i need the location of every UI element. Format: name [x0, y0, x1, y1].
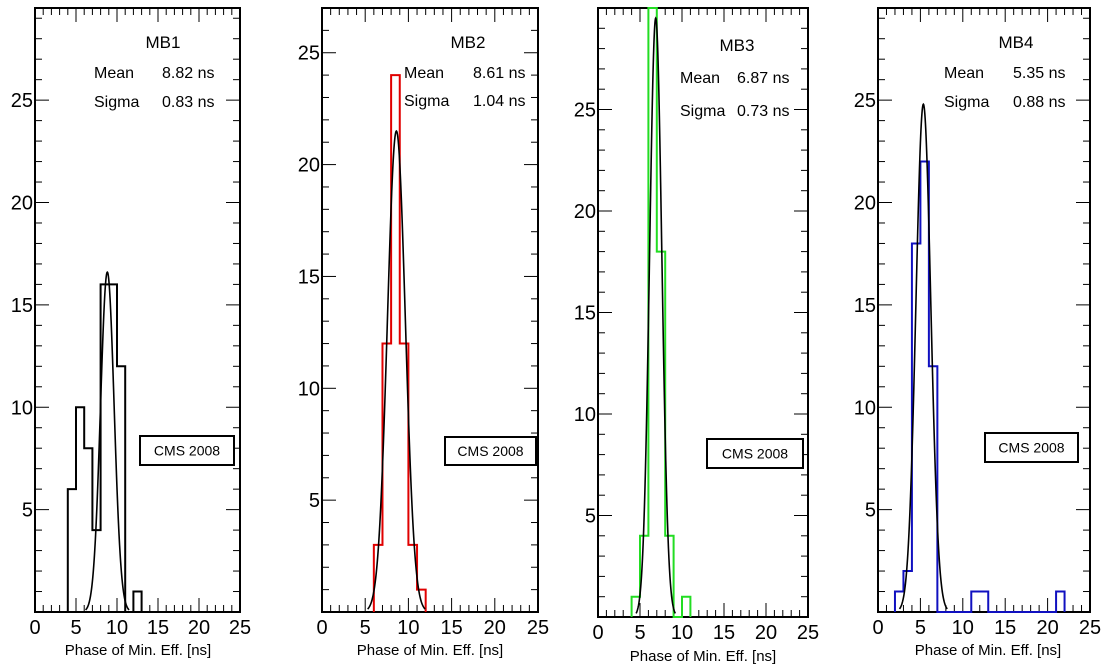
- y-tick-label: 15: [298, 266, 320, 288]
- x-tick-label: 15: [440, 617, 462, 639]
- y-tick-label: 5: [585, 506, 596, 528]
- stat-value: 0.88 ns: [1013, 94, 1065, 111]
- y-tick-label: 25: [854, 90, 876, 112]
- x-tick-label: 0: [872, 617, 883, 639]
- panel-mb2: 0 5 10 15 20 25 5 10 15 20 25 Phase of Min. Eff. [n…: [298, 7, 549, 659]
- y-tick-label: 25: [11, 90, 33, 112]
- y-tick-label: 5: [309, 490, 320, 512]
- x-tick-label: 25: [229, 617, 251, 639]
- x-tick-label: 5: [360, 617, 371, 639]
- plot-frame: [321, 7, 539, 613]
- x-tick-label: 15: [994, 617, 1016, 639]
- x-tick-label: 20: [188, 617, 210, 639]
- stat-value: 5.35 ns: [1013, 65, 1065, 82]
- x-tick-label: 10: [106, 617, 128, 639]
- y-tick-label: 25: [298, 43, 320, 65]
- x-axis-label: Phase of Min. Eff. [ns]: [357, 642, 503, 659]
- x-tick-label: 20: [484, 617, 506, 639]
- x-tick-label: 0: [29, 617, 40, 639]
- stat-value: 0.83 ns: [162, 94, 214, 111]
- y-tick-label: 20: [298, 155, 320, 177]
- panel-title: MB4: [999, 33, 1034, 52]
- annotation-label: CMS 2008: [457, 443, 523, 459]
- y-tick-label: 15: [574, 303, 596, 325]
- plot-frame: [34, 7, 241, 613]
- stat-value: 8.61 ns: [473, 65, 525, 82]
- x-tick-label: 0: [592, 622, 603, 644]
- x-axis-label: Phase of Min. Eff. [ns]: [915, 642, 1061, 659]
- stat-label: Sigma: [404, 93, 449, 110]
- x-tick-label: 10: [397, 617, 419, 639]
- annotation-box: [444, 436, 537, 466]
- x-tick-label: 20: [755, 622, 777, 644]
- panel-title: MB1: [146, 33, 181, 52]
- stat-value: 1.04 ns: [473, 93, 525, 110]
- stat-label: Sigma: [944, 94, 989, 111]
- x-tick-label: 5: [634, 622, 645, 644]
- stat-label: Mean: [680, 70, 720, 87]
- annotation-box: [139, 435, 235, 466]
- x-tick-label: 20: [1036, 617, 1058, 639]
- y-tick-label: 15: [11, 295, 33, 317]
- x-tick-label: 25: [527, 617, 549, 639]
- y-tick-label: 20: [574, 201, 596, 223]
- histogram-outline: [630, 7, 692, 618]
- y-tick-label: 10: [11, 397, 33, 419]
- x-tick-label: 25: [1079, 617, 1101, 639]
- x-tick-label: 15: [147, 617, 169, 639]
- stat-label: Mean: [944, 65, 984, 82]
- stat-label: Mean: [404, 65, 444, 82]
- x-tick-label: 0: [316, 617, 327, 639]
- y-tick-label: 10: [574, 404, 596, 426]
- y-tick-label: 10: [298, 378, 320, 400]
- panel-mb3: 0 5 10 15 20 25 5 10 15 20 25 Phase of Min. Eff. [n…: [574, 7, 819, 665]
- stat-label: Sigma: [680, 103, 725, 120]
- y-tick-label: 10: [854, 397, 876, 419]
- panel-mb4: 0 5 10 15 20 25 5 10 15 20 25 Phase of Min. Eff. [n…: [854, 7, 1101, 659]
- stat-value: 0.73 ns: [737, 103, 789, 120]
- gaussian-fit-curve: [898, 102, 948, 610]
- annotation-label: CMS 2008: [998, 440, 1064, 456]
- y-tick-label: 5: [865, 500, 876, 522]
- stat-value: 6.87 ns: [737, 70, 789, 87]
- y-tick-label: 20: [11, 193, 33, 215]
- y-tick-label: 5: [22, 500, 33, 522]
- panel-mb1: 0 5 10 15 20 25 5 10 15 20 25 Phase of Min. Eff. [n…: [11, 7, 251, 659]
- gaussian-fit-curve: [367, 129, 426, 610]
- gaussian-fit-curve: [84, 270, 130, 611]
- x-tick-label: 15: [713, 622, 735, 644]
- x-tick-label: 10: [952, 617, 974, 639]
- histogram-outline: [893, 160, 1066, 613]
- plot-frame: [877, 7, 1091, 613]
- stat-value: 8.82 ns: [162, 65, 214, 82]
- y-tick-label: 20: [854, 193, 876, 215]
- panel-title: MB3: [720, 36, 755, 55]
- x-axis-label: Phase of Min. Eff. [ns]: [630, 648, 776, 665]
- annotation-box: [984, 432, 1079, 463]
- annotation-label: CMS 2008: [154, 443, 220, 459]
- x-tick-label: 5: [70, 617, 81, 639]
- stat-label: Mean: [94, 65, 134, 82]
- y-tick-label: 25: [574, 100, 596, 122]
- plot-frame: [597, 7, 809, 618]
- x-tick-label: 10: [671, 622, 693, 644]
- x-tick-label: 5: [915, 617, 926, 639]
- annotation-box: [706, 438, 804, 469]
- panel-title: MB2: [451, 33, 486, 52]
- histogram-outline: [66, 283, 143, 613]
- y-tick-label: 15: [854, 295, 876, 317]
- annotation-label: CMS 2008: [722, 446, 788, 462]
- gaussian-fit-curve: [635, 16, 677, 614]
- stat-label: Sigma: [94, 94, 139, 111]
- x-axis-label: Phase of Min. Eff. [ns]: [65, 642, 211, 659]
- x-tick-label: 25: [797, 622, 819, 644]
